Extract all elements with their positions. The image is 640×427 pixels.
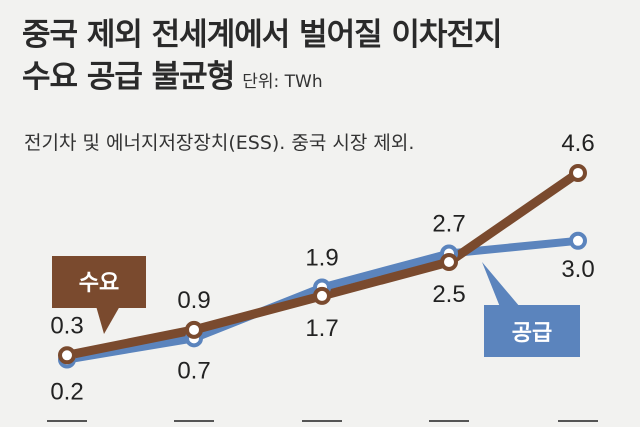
data-label-demand-2: 1.7: [305, 315, 338, 342]
data-label-supply-4: 3.0: [561, 256, 594, 283]
data-label-supply-3: 2.7: [432, 211, 465, 238]
data-label-supply-0: 0.2: [50, 379, 83, 406]
title-line-1: 중국 제외 전세계에서 벌어질 이차전지: [22, 17, 502, 53]
legend-demand-box: [52, 256, 146, 308]
data-labels: 0.3 0.9 1.7 2.5 4.6 0.2 0.7 1.9 2.7 3.0: [50, 130, 594, 406]
legend-demand-pointer: [96, 306, 120, 334]
legend-supply-box: [484, 305, 580, 357]
title-line-2-text: 수요 공급 불균형: [22, 59, 235, 95]
data-label-demand-4: 4.6: [561, 130, 594, 157]
unit-label: 단위: TWh: [242, 72, 323, 92]
point-demand-3: [440, 253, 458, 271]
data-label-demand-3: 2.5: [432, 281, 465, 308]
series-points: [58, 163, 587, 369]
point-supply-4: [569, 231, 587, 250]
point-demand-4: [569, 163, 587, 182]
title-line-2: 수요 공급 불균형 단위: TWh: [22, 56, 502, 103]
chart-subtitle: 전기차 및 에너지저장장치(ESS). 중국 시장 제외.: [24, 132, 415, 154]
legend-supply: 공급: [482, 262, 580, 357]
legend-demand-label: 수요: [79, 271, 119, 296]
legend-supply-label: 공급: [512, 321, 552, 346]
point-demand-0: [58, 346, 76, 365]
data-label-demand-1: 0.9: [177, 287, 210, 314]
legend-supply-pointer: [482, 262, 520, 307]
data-label-supply-1: 0.7: [177, 357, 210, 384]
point-demand-1: [185, 320, 203, 339]
chart-title: 중국 제외 전세계에서 벌어질 이차전지 수요 공급 불균형 단위: TWh: [22, 14, 502, 103]
point-demand-2: [313, 286, 331, 305]
data-label-demand-0: 0.3: [50, 312, 83, 339]
data-label-supply-2: 1.9: [305, 244, 338, 271]
legend-demand: 수요: [52, 256, 146, 334]
